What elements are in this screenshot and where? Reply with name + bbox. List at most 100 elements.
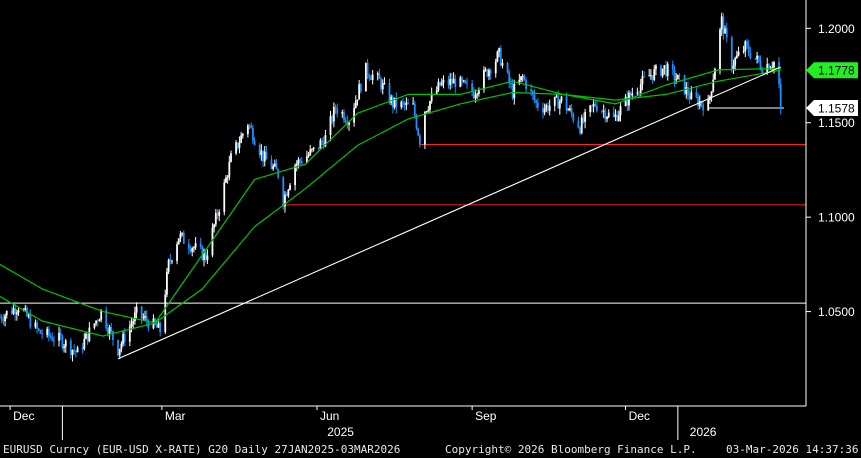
- candle-291: [685, 82, 688, 99]
- candle-296: [697, 93, 699, 110]
- candle-body: [596, 105, 598, 111]
- candle-body: [262, 150, 264, 162]
- candle-body: [450, 78, 453, 84]
- candle-207: [486, 68, 489, 78]
- candle-body: [402, 101, 404, 103]
- candle-body: [358, 84, 361, 100]
- candle-body: [100, 309, 103, 320]
- candle-158: [370, 74, 372, 81]
- candle-body: [260, 150, 263, 156]
- candle-body: [452, 78, 455, 84]
- candle-279: [655, 64, 657, 76]
- candle-body: [105, 309, 108, 329]
- candle-body: [761, 68, 764, 73]
- candle-body: [167, 259, 170, 272]
- candle-94: [218, 209, 221, 222]
- candle-72: [167, 258, 170, 275]
- candle-263: [617, 110, 620, 122]
- candle-body: [284, 194, 286, 207]
- candle-body: [714, 68, 716, 80]
- candle-73: [169, 253, 172, 265]
- candle-body: [297, 159, 300, 164]
- candle-262: [616, 110, 619, 122]
- candle-body: [543, 109, 546, 113]
- candle-221: [520, 76, 522, 83]
- candle-245: [577, 116, 580, 129]
- candle-223: [523, 74, 526, 81]
- candle-body: [289, 185, 291, 190]
- price-label-0: 1.1778: [806, 62, 858, 79]
- candle-body: [88, 327, 91, 342]
- candle-body: [189, 248, 192, 252]
- candle-230: [542, 102, 544, 119]
- candle-163: [381, 79, 384, 95]
- candle-111: [260, 144, 263, 161]
- candle-body: [665, 65, 667, 76]
- candle-165: [388, 78, 391, 105]
- candle-74: [171, 259, 173, 265]
- candle-50: [117, 339, 119, 357]
- candle-281: [661, 68, 664, 78]
- candle-104: [241, 133, 244, 139]
- candle-body: [676, 74, 679, 80]
- candle-276: [649, 69, 652, 80]
- candle-body: [474, 94, 477, 99]
- candle-142: [332, 102, 335, 128]
- timestamp-text: 03-Mar-2026 14:37:36: [726, 443, 859, 456]
- moving-average-line-0: [0, 67, 781, 337]
- candle-body: [329, 116, 332, 136]
- candle-331: [779, 78, 782, 115]
- candle-body: [47, 328, 50, 336]
- candle-59: [135, 302, 138, 319]
- candle-82: [191, 246, 194, 257]
- candle-171: [402, 98, 404, 109]
- candle-body: [142, 317, 145, 319]
- candle-body: [226, 177, 229, 179]
- candle-body: [390, 96, 393, 103]
- candle-306: [720, 12, 723, 36]
- candle-body: [76, 347, 79, 353]
- candle-body: [639, 84, 642, 93]
- candle-170: [400, 100, 403, 110]
- candle-body: [187, 243, 190, 249]
- candle-268: [629, 91, 632, 98]
- candle-body: [579, 127, 581, 134]
- candle-body: [331, 116, 334, 122]
- candle-body: [489, 70, 492, 74]
- candle-body: [193, 247, 195, 249]
- candle-body: [321, 140, 323, 142]
- candle-body: [570, 108, 573, 114]
- candle-body: [41, 333, 44, 335]
- candle-body: [582, 117, 585, 122]
- candle-227: [533, 89, 536, 104]
- candle-114: [265, 145, 268, 160]
- candle-body: [778, 62, 780, 84]
- candle-body: [688, 95, 691, 100]
- candle-182: [427, 105, 430, 114]
- candle-body: [49, 335, 52, 338]
- candle-body: [496, 51, 499, 62]
- candle-body: [5, 310, 8, 316]
- candle-36: [83, 333, 86, 351]
- candle-body: [241, 134, 244, 136]
- candle-115: [270, 155, 273, 170]
- candle-body: [86, 333, 89, 342]
- candle-22: [49, 332, 52, 339]
- candle-264: [619, 102, 622, 122]
- candle-155: [365, 62, 367, 92]
- y-tick-label: 1.0500: [818, 305, 855, 319]
- candle-173: [405, 97, 408, 111]
- candle-body: [299, 159, 302, 162]
- candle-body: [307, 154, 310, 157]
- candle-198: [464, 79, 467, 84]
- candle-body: [179, 233, 182, 239]
- candle-body: [388, 83, 391, 103]
- x-tick-label: Sep: [475, 409, 497, 423]
- candle-body: [194, 243, 197, 248]
- candle-246: [579, 126, 581, 136]
- candle-body: [594, 103, 597, 106]
- price-label-text: 1.1778: [818, 64, 855, 78]
- candle-body: [405, 102, 408, 106]
- candle-99: [230, 150, 232, 163]
- candle-body: [685, 87, 688, 95]
